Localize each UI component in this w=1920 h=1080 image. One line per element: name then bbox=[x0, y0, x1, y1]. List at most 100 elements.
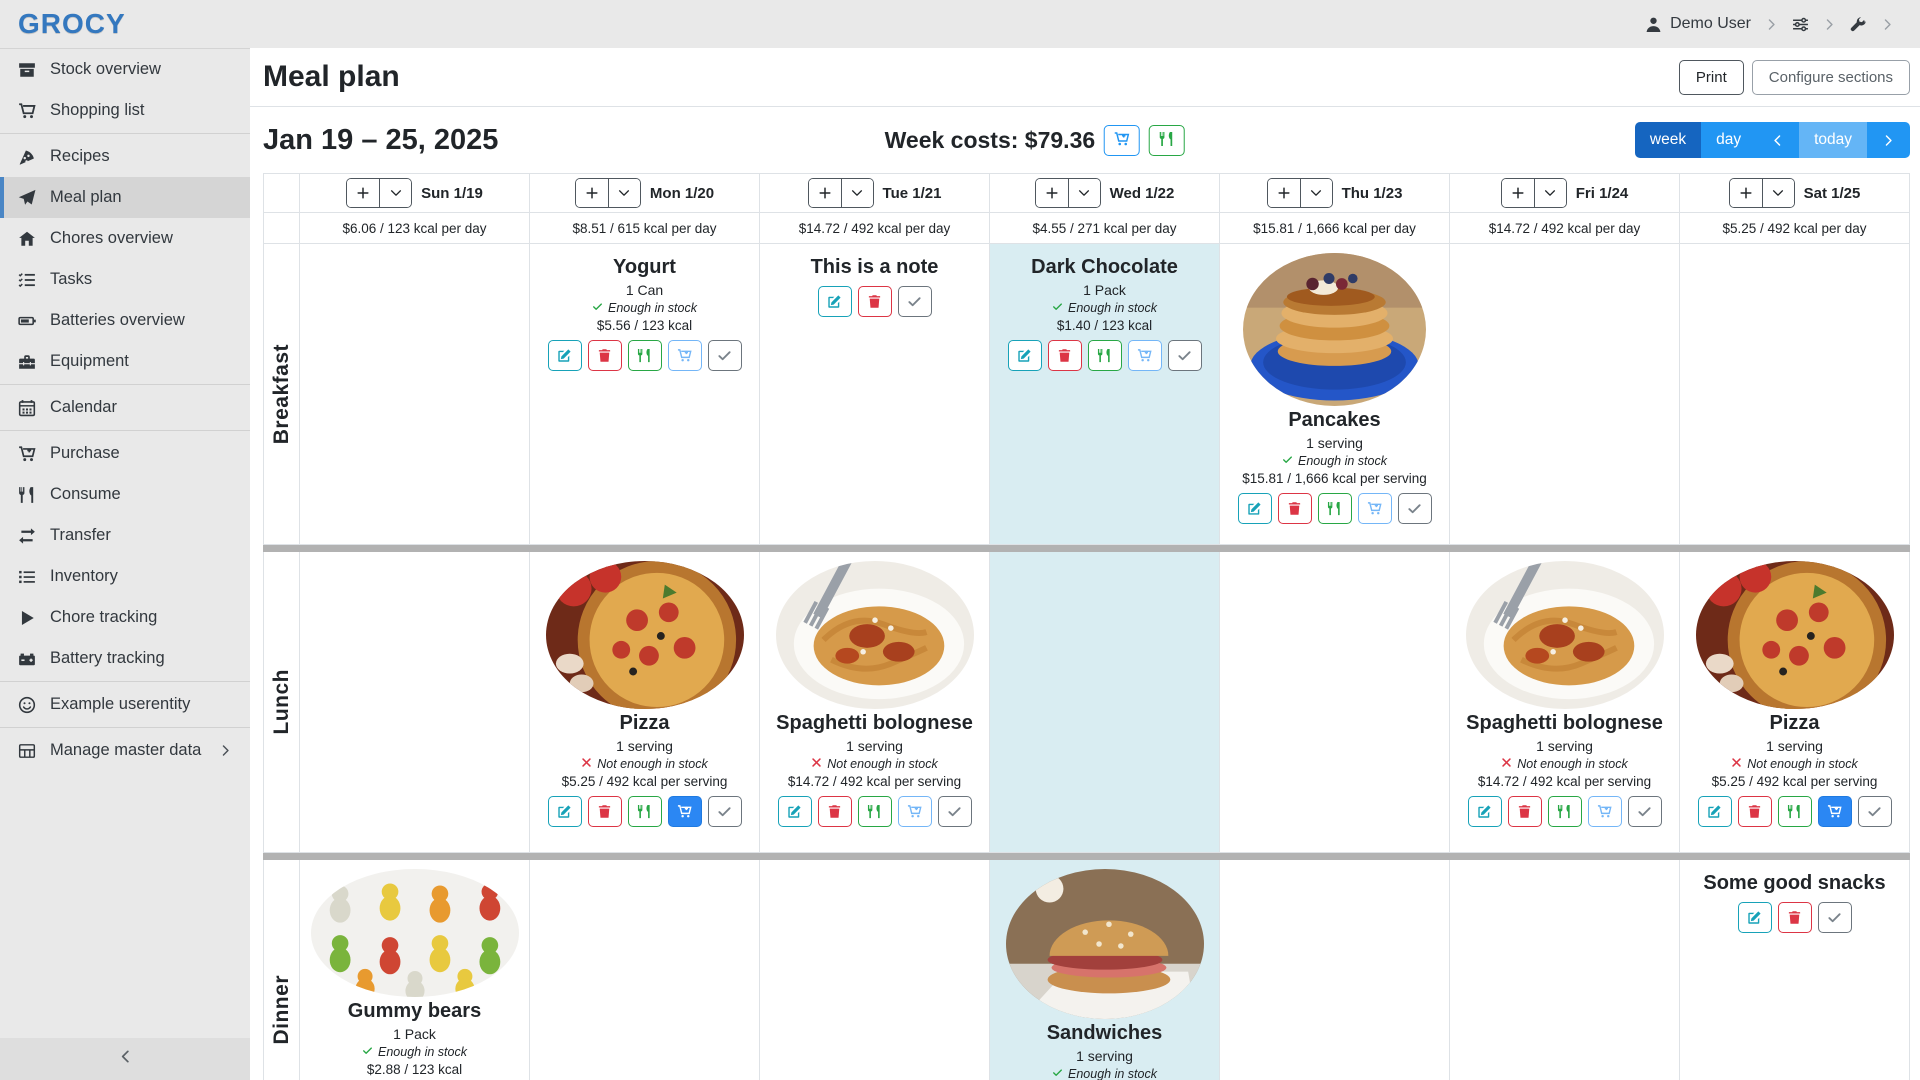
note-title[interactable]: Some good snacks bbox=[1703, 872, 1886, 894]
add-meal-button[interactable] bbox=[1501, 179, 1534, 207]
spaghetti-image[interactable] bbox=[775, 561, 974, 709]
pancakes-image[interactable] bbox=[1243, 253, 1426, 406]
day-options-button[interactable] bbox=[1533, 179, 1566, 207]
sidebar-item-calendar[interactable]: Calendar bbox=[0, 387, 250, 428]
consume-button[interactable] bbox=[627, 796, 662, 827]
note-title[interactable]: This is a note bbox=[810, 256, 939, 278]
day-options-button[interactable] bbox=[1299, 179, 1332, 207]
sidebar-item-purchase[interactable]: Purchase bbox=[0, 433, 250, 474]
previous-week-button[interactable] bbox=[1756, 122, 1800, 158]
edit-button[interactable] bbox=[777, 796, 812, 827]
pizza-image[interactable] bbox=[545, 561, 744, 709]
delete-button[interactable] bbox=[587, 796, 622, 827]
delete-button[interactable] bbox=[857, 286, 892, 317]
add-meal-button[interactable] bbox=[1729, 179, 1762, 207]
delete-button[interactable] bbox=[817, 796, 852, 827]
add-meal-button[interactable] bbox=[1267, 179, 1300, 207]
add-to-shoppinglist-button[interactable] bbox=[667, 796, 702, 827]
done-checkbox[interactable] bbox=[897, 286, 932, 317]
user-menu[interactable]: Demo User bbox=[1645, 15, 1751, 33]
edit-button[interactable] bbox=[1467, 796, 1502, 827]
sidebar-item-tasks[interactable]: Tasks bbox=[0, 259, 250, 300]
done-checkbox[interactable] bbox=[937, 796, 972, 827]
view-day-button[interactable]: day bbox=[1701, 122, 1757, 158]
sidebar-item-inventory[interactable]: Inventory bbox=[0, 556, 250, 597]
consume-button[interactable] bbox=[857, 796, 892, 827]
sidebar-item-recipes[interactable]: Recipes bbox=[0, 136, 250, 177]
recipe-title[interactable]: Spaghetti bolognese bbox=[776, 712, 973, 734]
consume-week-button[interactable] bbox=[1149, 124, 1186, 156]
done-checkbox[interactable] bbox=[1817, 902, 1852, 933]
add-to-shoppinglist-button[interactable] bbox=[1127, 340, 1162, 371]
recipe-title[interactable]: Gummy bears bbox=[347, 1000, 482, 1022]
sidebar-item-meal-plan[interactable]: Meal plan bbox=[0, 177, 250, 218]
sidebar-item-battery-tracking[interactable]: Battery tracking bbox=[0, 638, 250, 679]
admin-menu[interactable] bbox=[1850, 16, 1867, 33]
delete-button[interactable] bbox=[1047, 340, 1082, 371]
edit-button[interactable] bbox=[1237, 493, 1272, 524]
sidebar-item-chore-tracking[interactable]: Chore tracking bbox=[0, 597, 250, 638]
edit-button[interactable] bbox=[1007, 340, 1042, 371]
add-to-shoppinglist-button[interactable] bbox=[1817, 796, 1852, 827]
day-options-button[interactable] bbox=[1067, 179, 1100, 207]
sidebar-item-equipment[interactable]: Equipment bbox=[0, 341, 250, 382]
done-checkbox[interactable] bbox=[1627, 796, 1662, 827]
recipe-title[interactable]: Dark Chocolate bbox=[1031, 256, 1178, 278]
add-to-shoppinglist-button[interactable] bbox=[1587, 796, 1622, 827]
sidebar-item-consume[interactable]: Consume bbox=[0, 474, 250, 515]
recipe-title[interactable]: Sandwiches bbox=[1046, 1022, 1163, 1044]
recipe-title[interactable]: Pancakes bbox=[1288, 409, 1381, 431]
chevron-right-icon[interactable] bbox=[1823, 18, 1836, 31]
done-checkbox[interactable] bbox=[1397, 493, 1432, 524]
edit-button[interactable] bbox=[547, 796, 582, 827]
done-checkbox[interactable] bbox=[707, 796, 742, 827]
sidebar-item-example-userentity[interactable]: Example userentity bbox=[0, 684, 250, 725]
delete-button[interactable] bbox=[587, 340, 622, 371]
add-to-shoppinglist-button[interactable] bbox=[897, 796, 932, 827]
delete-button[interactable] bbox=[1777, 902, 1812, 933]
consume-button[interactable] bbox=[1317, 493, 1352, 524]
consume-button[interactable] bbox=[1777, 796, 1812, 827]
print-button[interactable]: Print bbox=[1678, 59, 1744, 95]
edit-button[interactable] bbox=[1737, 902, 1772, 933]
edit-button[interactable] bbox=[817, 286, 852, 317]
done-checkbox[interactable] bbox=[707, 340, 742, 371]
day-options-button[interactable] bbox=[607, 179, 640, 207]
day-options-button[interactable] bbox=[379, 179, 412, 207]
recipe-title[interactable]: Yogurt bbox=[613, 256, 676, 278]
sandwich-image[interactable] bbox=[1005, 869, 1204, 1019]
sidebar-item-shopping-list[interactable]: Shopping list bbox=[0, 90, 250, 131]
chevron-right-icon[interactable] bbox=[1765, 18, 1778, 31]
add-week-to-shoppinglist-button[interactable] bbox=[1104, 124, 1141, 156]
recipe-title[interactable]: Pizza bbox=[1769, 712, 1820, 734]
sidebar-item-chores-overview[interactable]: Chores overview bbox=[0, 218, 250, 259]
add-to-shoppinglist-button[interactable] bbox=[667, 340, 702, 371]
sidebar-collapse-button[interactable] bbox=[0, 1038, 250, 1080]
edit-button[interactable] bbox=[1697, 796, 1732, 827]
consume-button[interactable] bbox=[1087, 340, 1122, 371]
done-checkbox[interactable] bbox=[1167, 340, 1202, 371]
edit-button[interactable] bbox=[547, 340, 582, 371]
next-week-button[interactable] bbox=[1867, 122, 1910, 158]
recipe-title[interactable]: Spaghetti bolognese bbox=[1466, 712, 1663, 734]
sidebar-item-batteries-overview[interactable]: Batteries overview bbox=[0, 300, 250, 341]
delete-button[interactable] bbox=[1507, 796, 1542, 827]
add-meal-button[interactable] bbox=[575, 179, 608, 207]
view-today-button[interactable]: today bbox=[1799, 122, 1867, 158]
day-options-button[interactable] bbox=[840, 179, 873, 207]
day-options-button[interactable] bbox=[1761, 179, 1794, 207]
add-meal-button[interactable] bbox=[1035, 179, 1068, 207]
add-to-shoppinglist-button[interactable] bbox=[1357, 493, 1392, 524]
settings-menu[interactable] bbox=[1792, 16, 1809, 33]
grocy-logo[interactable]: GROCY bbox=[18, 8, 126, 39]
consume-button[interactable] bbox=[627, 340, 662, 371]
sidebar-item-manage-master-data[interactable]: Manage master data bbox=[0, 730, 250, 771]
sidebar-item-stock-overview[interactable]: Stock overview bbox=[0, 49, 250, 90]
add-meal-button[interactable] bbox=[808, 179, 841, 207]
add-meal-button[interactable] bbox=[347, 179, 380, 207]
spaghetti-image[interactable] bbox=[1465, 561, 1664, 709]
consume-button[interactable] bbox=[1547, 796, 1582, 827]
delete-button[interactable] bbox=[1277, 493, 1312, 524]
sidebar-item-transfer[interactable]: Transfer bbox=[0, 515, 250, 556]
configure-sections-button[interactable]: Configure sections bbox=[1751, 59, 1910, 95]
